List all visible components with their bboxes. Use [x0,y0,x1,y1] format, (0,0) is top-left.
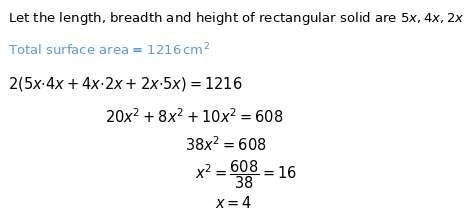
Text: $2\left(5x{\cdot}4x+4x{\cdot}2x+2x{\cdot}5x\right)=1216$: $2\left(5x{\cdot}4x+4x{\cdot}2x+2x{\cdot… [8,75,243,93]
Text: $x^2=\dfrac{608}{38}=16$: $x^2=\dfrac{608}{38}=16$ [195,158,297,191]
Text: $20x^2+8x^2+10x^2=608$: $20x^2+8x^2+10x^2=608$ [105,107,283,126]
Text: Let the length, breadth and height of rectangular solid are $5x, 4x, 2x\,.$: Let the length, breadth and height of re… [8,10,466,27]
Text: $x=4$: $x=4$ [215,195,253,211]
Text: $38x^2=608$: $38x^2=608$ [185,135,267,154]
Text: Total surface area$\boldsymbol{=}\,1216\,\mathrm{cm}^2$: Total surface area$\boldsymbol{=}\,1216\… [8,42,210,59]
